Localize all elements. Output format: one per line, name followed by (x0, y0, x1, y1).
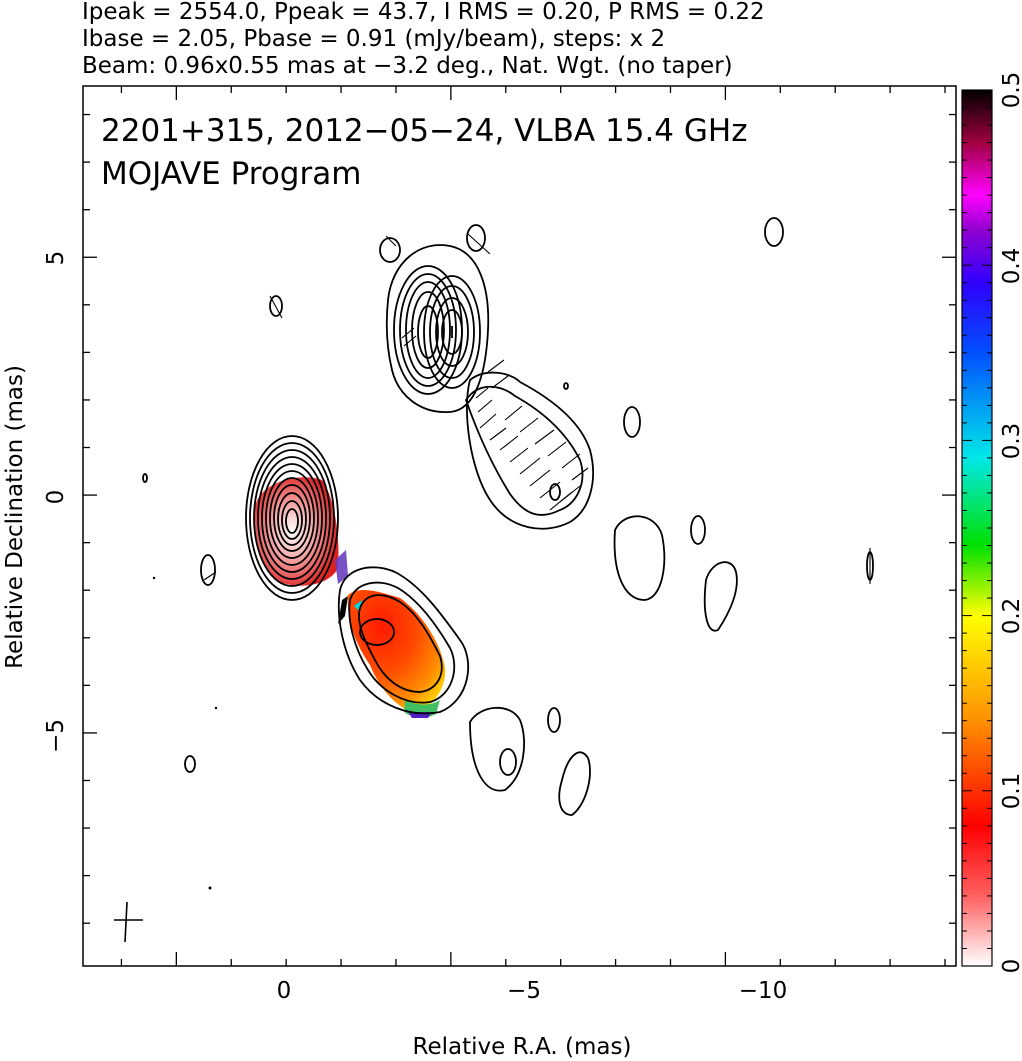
x-axis-label: Relative R.A. (mas) (413, 1034, 632, 1060)
inner-jet-contours (337, 566, 469, 715)
y-axis-label: Relative Declination (mas) (2, 365, 28, 669)
x-tick-label-0: 0 (277, 978, 292, 1004)
colorbar-label-0.5: 0.5 (999, 72, 1022, 109)
x-tick-label-neg5: −5 (507, 978, 541, 1004)
colorbar-label-0.1: 0.1 (999, 773, 1022, 810)
jet-polarization-patch (347, 589, 446, 712)
axis-ticks (83, 86, 956, 966)
core-contours (245, 435, 339, 601)
colorbar-label-0.4: 0.4 (999, 248, 1022, 285)
colorbar: 0 0.1 0.2 0.3 0.4 0.5 (961, 72, 1022, 974)
chart-subtitle: MOJAVE Program (101, 156, 361, 192)
colorbar-label-0: 0 (999, 959, 1022, 974)
beam-cross (114, 901, 143, 943)
y-tick-label-5: 5 (43, 251, 69, 266)
y-tick-label-0: 0 (43, 490, 69, 505)
y-tick-label-neg5: −5 (43, 719, 69, 753)
chart-title: 2201+315, 2012−05−24, VLBA 15.4 GHz (101, 113, 747, 149)
outer-lobe-contours (385, 244, 594, 530)
noise-contours (142, 217, 874, 890)
header-line-2: Ibase = 2.05, Pbase = 0.91 (mJy/beam), s… (82, 26, 665, 52)
colorbar-label-0.2: 0.2 (999, 598, 1022, 635)
colorbar-label-0.3: 0.3 (999, 423, 1022, 460)
core-edge-patch (335, 550, 348, 584)
colorbar-ticks (962, 89, 992, 967)
plot-frame (82, 85, 957, 967)
jet-edge-black (338, 596, 348, 624)
header-line-3: Beam: 0.96x0.55 mas at −3.2 deg., Nat. W… (82, 53, 733, 79)
header-line-1: Ipeak = 2554.0, Ppeak = 43.7, I RMS = 0.… (82, 0, 765, 25)
map-area (114, 217, 874, 943)
x-tick-label-neg10: −10 (739, 978, 788, 1004)
